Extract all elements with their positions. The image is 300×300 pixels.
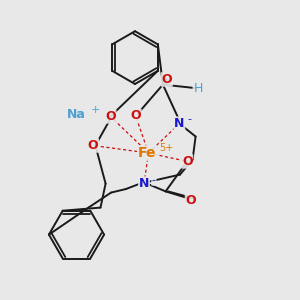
Text: N: N (139, 177, 149, 190)
Text: O: O (182, 155, 193, 168)
Text: O: O (105, 110, 116, 123)
Text: H: H (193, 82, 203, 95)
Text: 5+: 5+ (159, 143, 174, 153)
Text: -: - (188, 114, 192, 124)
Text: +: + (91, 105, 100, 116)
Text: O: O (161, 73, 172, 86)
Text: -: - (152, 175, 156, 185)
Text: O: O (88, 139, 98, 152)
Text: O: O (185, 194, 196, 208)
Text: O: O (130, 109, 141, 122)
Text: Fe: Fe (138, 146, 156, 160)
Text: Na: Na (67, 108, 86, 121)
Text: N: N (174, 117, 184, 130)
